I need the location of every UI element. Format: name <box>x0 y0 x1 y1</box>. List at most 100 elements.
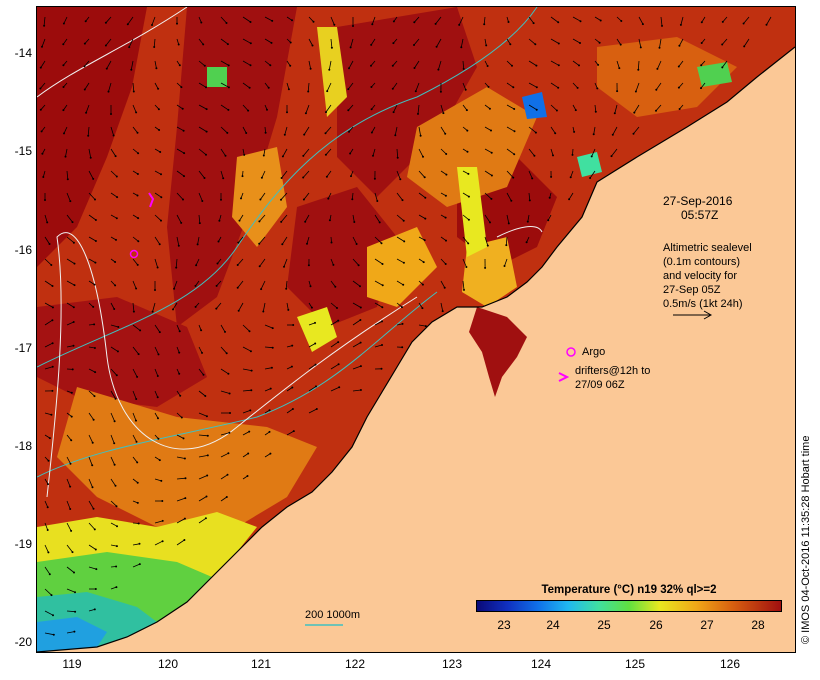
velocity-arrow <box>198 455 208 458</box>
velocity-arrow-head <box>92 507 95 510</box>
velocity-arrow <box>418 148 424 157</box>
velocity-arrow-head <box>248 430 251 433</box>
velocity-arrow <box>414 60 420 69</box>
x-tick-label: 120 <box>157 657 179 671</box>
sst-map-canvas <box>37 7 795 652</box>
velocity-arrow <box>43 16 46 26</box>
velocity-arrow <box>722 16 728 23</box>
sst-map[interactable]: 27-Sep-2016 05:57Z Altimetric sealevel (… <box>36 6 796 653</box>
velocity-arrow <box>66 566 75 573</box>
velocity-arrow-head <box>157 108 160 111</box>
velocity-arrow <box>40 60 46 68</box>
velocity-arrow <box>242 453 249 458</box>
velocity-arrow <box>127 16 134 25</box>
velocity-arrow <box>110 126 114 136</box>
velocity-arrow <box>374 258 383 265</box>
velocity-arrow-head <box>490 129 492 132</box>
velocity-arrow <box>264 16 273 22</box>
velocity-arrow <box>84 38 90 44</box>
velocity-arrow <box>220 170 224 179</box>
velocity-arrow <box>572 38 581 44</box>
velocity-arrow-head <box>392 20 395 23</box>
velocity-arrow <box>132 148 139 154</box>
velocity-arrow <box>528 126 537 133</box>
velocity-arrow-head <box>73 630 76 633</box>
velocity-arrow-head <box>93 395 96 398</box>
velocity-arrow <box>44 280 53 287</box>
velocity-arrow <box>264 38 272 44</box>
velocity-arrow-head <box>264 131 267 134</box>
velocity-arrow-head <box>359 365 362 368</box>
velocity-arrow-head <box>116 525 118 528</box>
velocity-arrow <box>304 214 310 222</box>
velocity-arrow <box>701 16 706 23</box>
velocity-arrow <box>128 38 134 48</box>
velocity-arrow <box>261 170 266 178</box>
velocity-arrow <box>325 148 332 156</box>
velocity-arrow-head <box>678 108 681 110</box>
velocity-arrow <box>176 192 184 200</box>
velocity-arrow <box>330 16 335 25</box>
velocity-arrow <box>66 345 74 348</box>
velocity-arrow-head <box>224 154 227 157</box>
velocity-arrow-head <box>51 342 54 345</box>
velocity-arrow-head <box>179 394 182 397</box>
velocity-arrow <box>462 236 469 244</box>
velocity-arrow-head <box>309 67 312 70</box>
velocity-arrow <box>242 16 251 23</box>
velocity-arrow <box>680 16 684 26</box>
velocity-arrow-head <box>270 366 273 369</box>
velocity-arrow <box>506 38 511 45</box>
velocity-arrow-head <box>743 45 746 48</box>
velocity-arrow <box>66 170 69 180</box>
velocity-arrow-head <box>135 398 138 400</box>
velocity-arrow <box>352 236 357 245</box>
velocity-arrow-head <box>328 219 331 222</box>
velocity-arrow-head <box>158 331 161 334</box>
velocity-arrow-head <box>215 307 218 310</box>
velocity-arrow <box>396 170 401 180</box>
velocity-arrow-head <box>95 568 98 571</box>
velocity-arrow <box>195 258 200 266</box>
velocity-arrow-head <box>439 90 442 93</box>
timestamp-time: 05:57Z <box>681 208 719 222</box>
velocity-arrow-head <box>73 262 76 265</box>
velocity-arrow-head <box>205 415 208 418</box>
velocity-arrow-head <box>421 307 424 310</box>
velocity-arrow <box>505 236 508 246</box>
velocity-arrow <box>44 319 53 326</box>
velocity-arrow-head <box>417 112 419 115</box>
velocity-arrow-head <box>535 86 538 89</box>
velocity-arrow-head <box>195 264 198 267</box>
velocity-arrow <box>66 544 73 553</box>
velocity-arrow <box>352 365 362 370</box>
velocity-arrow <box>440 280 446 288</box>
velocity-arrow-head <box>158 129 161 131</box>
velocity-arrow <box>84 82 90 90</box>
velocity-arrow <box>306 236 310 244</box>
velocity-arrow <box>612 126 618 135</box>
velocity-arrow-head <box>311 44 314 47</box>
velocity-arrow-head <box>639 46 642 49</box>
velocity-arrow <box>286 387 293 392</box>
velocity-arrow <box>528 16 534 24</box>
velocity-arrow <box>66 434 72 441</box>
velocity-arrow <box>88 412 94 420</box>
velocity-arrow-head <box>70 439 73 442</box>
velocity-arrow-head <box>151 24 153 26</box>
velocity-arrow-head <box>304 220 307 223</box>
velocity-arrow <box>132 456 138 463</box>
velocity-arrow-head <box>224 330 226 333</box>
velocity-arrow-head <box>392 111 395 114</box>
velocity-arrow <box>348 104 354 111</box>
velocity-arrow-head <box>72 306 75 309</box>
drifter-track[interactable] <box>148 192 155 208</box>
velocity-arrow <box>106 60 112 69</box>
velocity-arrow <box>219 214 222 221</box>
velocity-arrow-head <box>292 430 295 433</box>
velocity-arrow <box>154 368 159 377</box>
velocity-arrow <box>506 82 514 88</box>
argo-legend-marker <box>566 347 576 357</box>
drifter-legend-marker <box>558 372 570 382</box>
argo-marker[interactable] <box>129 249 139 259</box>
